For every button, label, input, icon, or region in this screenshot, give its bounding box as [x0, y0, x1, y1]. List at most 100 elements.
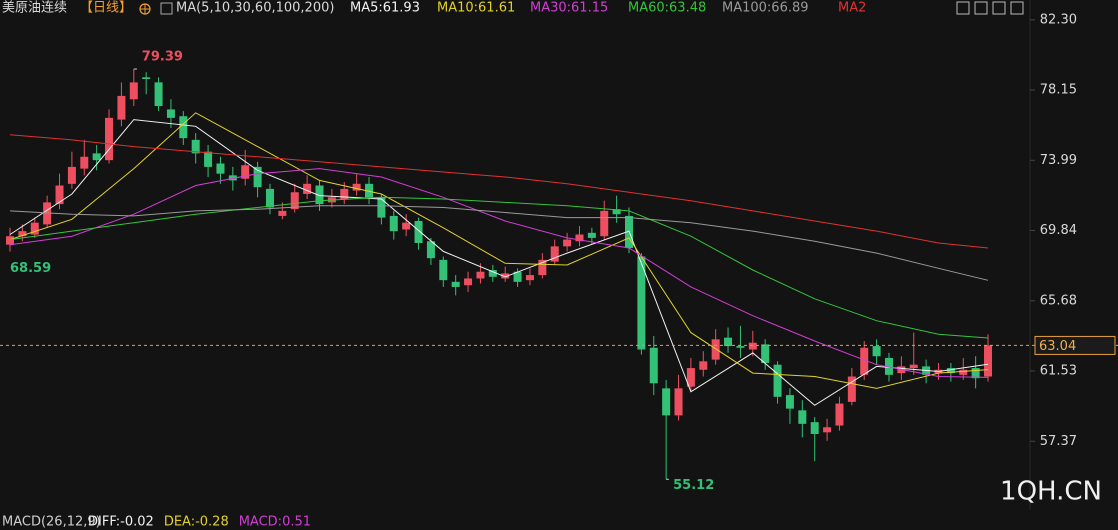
candle-body [513, 271, 522, 282]
legend-entry: MA30:61.15 [530, 1, 608, 16]
candle-body [414, 221, 423, 243]
candle-body [798, 410, 807, 424]
candle-body [649, 347, 658, 384]
candle-body [265, 188, 274, 208]
candle-body [439, 259, 448, 281]
candle-body [488, 270, 497, 277]
macd-label: DIFF:-0.02 [88, 515, 154, 530]
candle-body [686, 368, 695, 387]
candle-body [674, 388, 683, 416]
legend-entry: MA10:61.61 [437, 1, 515, 16]
ma-line [9, 119, 989, 406]
y-tick-label: 73.99 [1040, 153, 1077, 168]
ma-line [9, 168, 989, 378]
candle-body [204, 151, 213, 167]
candle-body [810, 422, 819, 434]
candle-body [43, 202, 52, 225]
legend-entry: MA60:63.48 [628, 1, 706, 16]
candle-body [179, 116, 188, 139]
candle-body [67, 166, 76, 184]
candle-body [699, 361, 708, 370]
candle-body [105, 117, 114, 161]
candle-body [575, 234, 584, 242]
macd-label: DEA:-0.28 [164, 515, 229, 530]
candle-body [662, 388, 671, 416]
y-tick-label: 78.15 [1040, 82, 1077, 97]
legend-entry: MA100:66.89 [722, 1, 809, 16]
candle-body [278, 210, 287, 216]
last-price-label: 63.04 [1039, 339, 1076, 354]
macd-title: MACD(26,12,9) [2, 515, 101, 530]
last-price-tag [1034, 335, 1116, 355]
candle-body [290, 192, 299, 210]
candle-body [971, 368, 980, 379]
macd-label: MACD:0.51 [239, 515, 311, 530]
chart-title: 美原油连续 [2, 0, 67, 16]
candle-body [402, 222, 411, 230]
candle-body [80, 156, 89, 169]
candle-body [835, 403, 844, 426]
candle-body [612, 209, 621, 215]
toolbar[interactable] [956, 1, 1024, 15]
ma-line [9, 205, 989, 281]
ma-line [9, 134, 989, 249]
candle-body [476, 271, 485, 279]
extreme-label: 79.39 [142, 50, 183, 65]
candle-body [154, 82, 163, 107]
y-tick-label: 57.37 [1040, 434, 1077, 449]
period[interactable]: 【日线】 [80, 1, 132, 16]
candle-body [785, 395, 794, 409]
watermark: 1QH.CN [1000, 477, 1102, 507]
candle-body [30, 222, 39, 235]
candle-body [538, 259, 547, 276]
candle-body [55, 185, 64, 205]
candle-body [92, 153, 101, 161]
ma-params: MA(5,10,30,60,100,200) [176, 1, 334, 16]
candle-body [451, 281, 460, 287]
candle-body [18, 231, 27, 237]
candle-body [724, 337, 733, 347]
candle-body [823, 427, 832, 433]
candle-body [711, 339, 720, 360]
ma-line [9, 196, 989, 339]
candle-body [860, 347, 869, 375]
candle-body [117, 95, 126, 120]
legend-entry: MA2 [838, 1, 866, 16]
ma-line [9, 112, 989, 389]
candle-body [884, 357, 893, 375]
candle-body [191, 139, 200, 154]
candle-body [142, 77, 151, 79]
candle-body [253, 166, 262, 188]
candle-body [600, 210, 609, 237]
candle-body [773, 364, 782, 397]
candle-body [959, 369, 968, 375]
candle-body [303, 183, 312, 194]
candle-body [525, 275, 534, 281]
extreme-label: 55.12 [673, 478, 714, 493]
candle-body [984, 345, 993, 377]
candle-body [216, 163, 225, 174]
extreme-label: 68.59 [10, 261, 51, 276]
candle-body [563, 239, 572, 247]
candle-body [637, 256, 646, 350]
candle-body [761, 344, 770, 363]
candle-body [241, 165, 250, 179]
y-tick-label: 69.84 [1040, 223, 1077, 238]
candle-body [389, 215, 398, 232]
candle-body [377, 197, 386, 218]
candle-body [501, 273, 510, 279]
settings-icon[interactable] [139, 3, 151, 15]
candle-body [946, 368, 955, 374]
candle-body [166, 109, 175, 118]
candle-body [847, 376, 856, 402]
candle-body [426, 241, 435, 259]
candle-body [736, 346, 745, 348]
y-tick-label: 65.68 [1040, 293, 1077, 308]
candle-body [550, 246, 559, 262]
candle-body [352, 183, 361, 191]
ma-icon[interactable] [160, 2, 173, 15]
candle-body [872, 346, 881, 357]
y-tick-label: 61.53 [1040, 363, 1077, 378]
candle-body [587, 232, 596, 238]
